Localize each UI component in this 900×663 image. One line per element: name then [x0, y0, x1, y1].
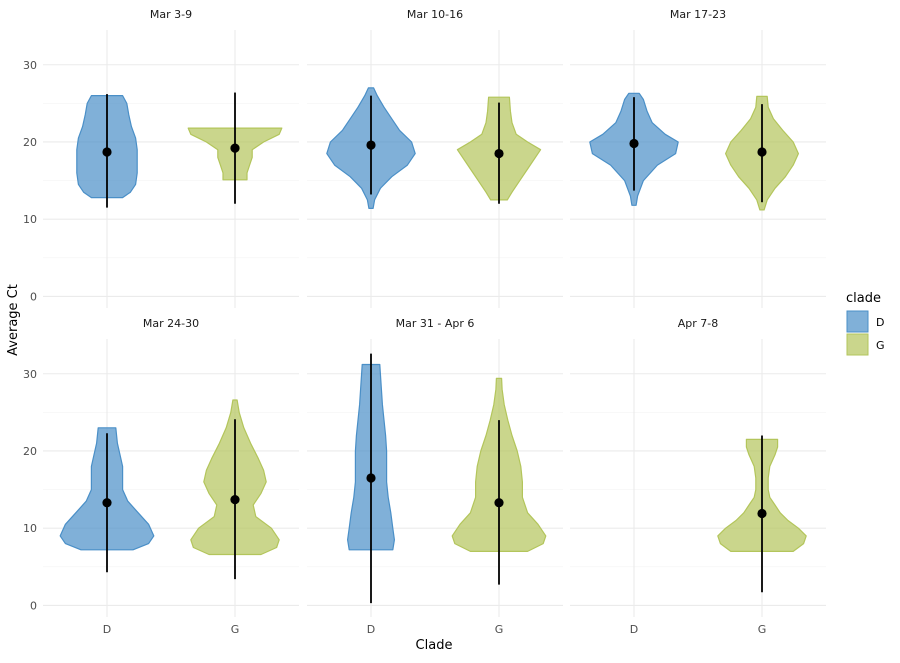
- panel-6: Apr 7-8 D G: [570, 317, 826, 636]
- x-tick-label: D: [103, 623, 111, 636]
- panel-title: Mar 31 - Apr 6: [396, 317, 475, 330]
- legend-label-D: D: [876, 316, 884, 329]
- panel-5: Mar 31 - Apr 6 D G: [307, 317, 563, 636]
- panel-title: Mar 3-9: [150, 8, 192, 21]
- panel-title: Mar 10-16: [407, 8, 463, 21]
- legend-key-G: [846, 333, 869, 356]
- panel-title: Apr 7-8: [678, 317, 719, 330]
- y-axis-title: Average Ct: [6, 284, 21, 356]
- mean-point-D: [366, 140, 376, 150]
- mean-point-D: [366, 473, 376, 483]
- y-tick-label: 0: [30, 290, 37, 303]
- x-tick-label: D: [630, 623, 638, 636]
- mean-point-G: [757, 147, 767, 157]
- x-tick-label: D: [367, 623, 375, 636]
- mean-point-G: [230, 495, 240, 505]
- y-tick-label: 10: [23, 213, 37, 226]
- mean-point-D: [102, 498, 112, 508]
- legend: clade DG: [846, 291, 885, 356]
- mean-point-G: [757, 508, 767, 519]
- x-axis-title: Clade: [416, 638, 453, 653]
- legend-title: clade: [846, 291, 881, 306]
- panel-2: Mar 10-16: [307, 8, 563, 308]
- y-tick-label: 30: [23, 59, 37, 72]
- mean-point-G: [494, 148, 504, 159]
- panel-title: Mar 17-23: [670, 8, 726, 21]
- panel-4: Mar 24-30 0 10 20 30 D G: [23, 317, 299, 636]
- panel-background: [570, 339, 826, 617]
- legend-key-D: [846, 310, 869, 333]
- panel-background: [307, 339, 563, 617]
- panel-1: Mar 3-9 0 10 20 30: [23, 8, 299, 308]
- x-tick-label: G: [231, 623, 240, 636]
- mean-point-G: [230, 143, 240, 153]
- legend-label-G: G: [876, 339, 885, 352]
- y-tick-label: 30: [23, 368, 37, 381]
- mean-point-D: [102, 147, 112, 157]
- mean-point-G: [494, 498, 504, 508]
- x-tick-label: G: [758, 623, 767, 636]
- panel-title: Mar 24-30: [143, 317, 199, 330]
- x-tick-label: G: [495, 623, 504, 636]
- y-tick-label: 0: [30, 599, 37, 612]
- y-tick-label: 10: [23, 522, 37, 535]
- mean-point-D: [629, 138, 639, 149]
- panel-3: Mar 17-23: [570, 8, 826, 308]
- y-tick-label: 20: [23, 445, 37, 458]
- y-tick-label: 20: [23, 136, 37, 149]
